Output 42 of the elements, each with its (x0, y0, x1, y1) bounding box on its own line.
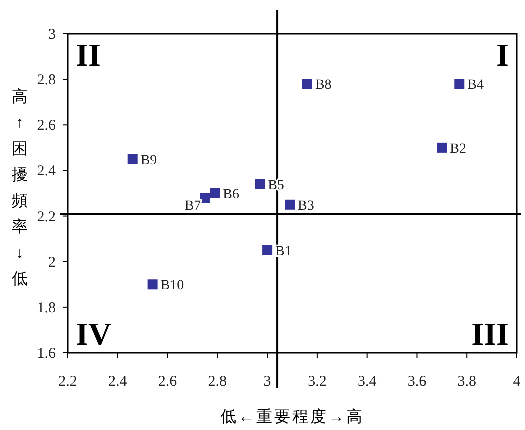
x-tick-label: 3.6 (408, 374, 428, 390)
x-axis-title: 低←重要程度→高 (220, 408, 364, 426)
point (200, 193, 210, 204)
annotation: IV (76, 316, 112, 352)
point (148, 280, 158, 290)
y-axis-title: 高↑困擾頻率↓低 (12, 88, 28, 288)
data-label: B6 (223, 188, 240, 202)
point (210, 188, 220, 198)
x-tick-label: 2.8 (208, 374, 228, 390)
point (454, 79, 465, 90)
y-tick-label: 1.8 (37, 300, 56, 316)
point (255, 179, 266, 190)
y-tick-label: 2.2 (37, 209, 56, 226)
x-tick-label: 3.4 (358, 374, 378, 390)
y-tick-label: 2.8 (37, 72, 56, 89)
x-tick-label: 3 (264, 374, 272, 390)
y-tick-label: 2.6 (37, 118, 56, 134)
x-tick-label: 2.2 (58, 374, 78, 390)
point (302, 79, 312, 90)
point (128, 154, 138, 164)
x-tick-label: 4 (513, 374, 522, 390)
annotation: I (496, 37, 509, 73)
annotation: II (76, 37, 101, 73)
point (285, 200, 296, 210)
data-label: B4 (468, 78, 484, 94)
data-label: B3 (298, 198, 314, 214)
data-label: B7 (184, 199, 202, 214)
y-tick-label: 1.6 (37, 346, 56, 362)
data-label: B10 (160, 278, 184, 294)
annotation: III (472, 316, 509, 352)
data-label: B8 (315, 78, 332, 94)
y-tick-label: 2 (48, 254, 56, 271)
point (262, 245, 273, 256)
data-label: B2 (450, 142, 467, 157)
y-tick-label: 3 (48, 27, 56, 43)
x-tick-label: 3.2 (308, 374, 327, 390)
x-tick-label: 3.8 (458, 374, 476, 390)
x-tick-label: 2.4 (108, 374, 128, 390)
x-tick-label: 2.6 (158, 374, 178, 390)
point (437, 142, 448, 153)
y-tick-label: 2.4 (37, 164, 56, 180)
data-label: B9 (140, 153, 158, 168)
